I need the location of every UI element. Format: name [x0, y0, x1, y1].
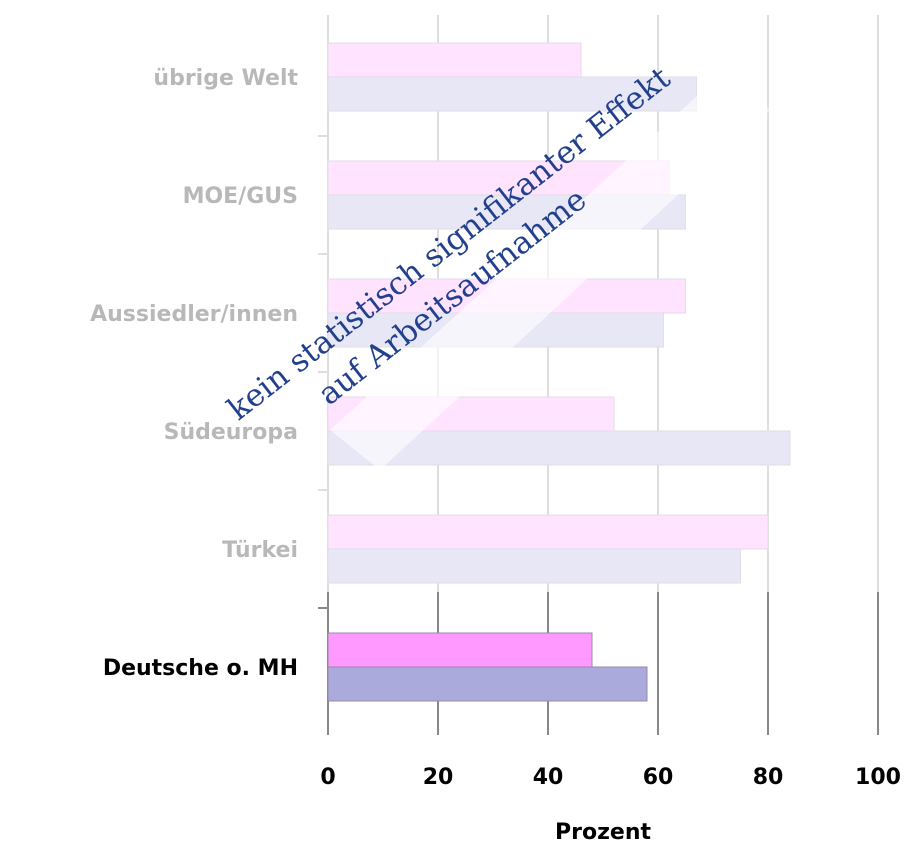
x-tick-label: 60 [643, 765, 674, 790]
x-tick-label: 0 [320, 765, 335, 790]
y-tick-label: Deutsche o. MH [103, 656, 298, 681]
x-tick-label: 20 [423, 765, 454, 790]
note-band [330, 75, 770, 470]
bar [327, 666, 648, 702]
x-tick-label: 80 [753, 765, 784, 790]
fade-overlay [0, 0, 915, 592]
x-axis-label: Prozent [555, 820, 651, 845]
x-tick-label: 100 [855, 765, 901, 790]
x-tick-label: 40 [533, 765, 564, 790]
bar [327, 632, 593, 668]
